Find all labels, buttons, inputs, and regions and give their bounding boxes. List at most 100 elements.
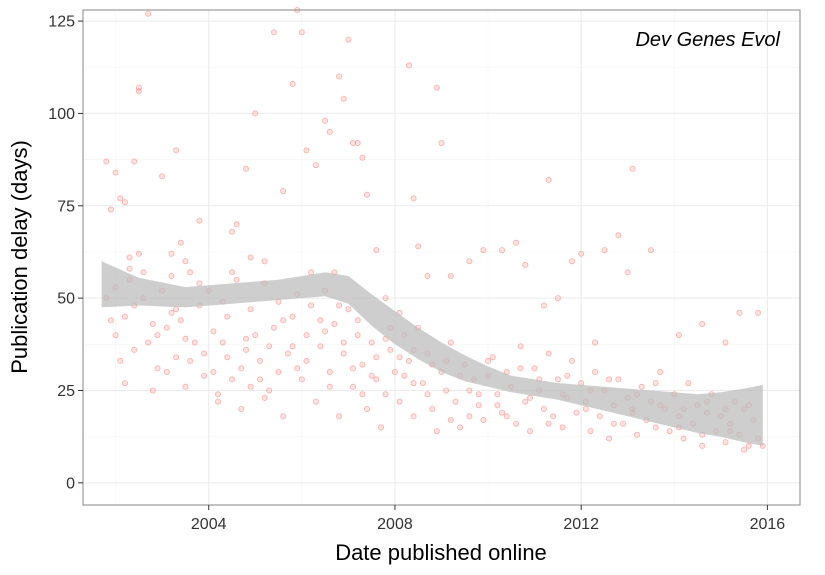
data-point xyxy=(559,424,566,431)
data-point xyxy=(475,391,482,398)
data-point xyxy=(522,398,529,405)
data-point xyxy=(489,354,496,361)
data-point xyxy=(242,335,249,342)
data-point xyxy=(349,383,356,390)
data-point xyxy=(149,320,156,327)
data-point xyxy=(354,139,361,146)
data-point xyxy=(550,413,557,420)
data-point xyxy=(396,398,403,405)
data-point xyxy=(578,250,585,257)
data-point xyxy=(182,383,189,390)
data-point xyxy=(368,339,375,346)
data-point xyxy=(135,84,142,91)
data-point xyxy=(480,247,487,254)
smooth-band xyxy=(101,261,763,446)
y-tick-label: 0 xyxy=(66,475,75,492)
data-point xyxy=(610,420,617,427)
data-point xyxy=(373,354,380,361)
data-point xyxy=(447,339,454,346)
data-point xyxy=(657,368,664,375)
data-point xyxy=(587,428,594,435)
data-point xyxy=(228,269,235,276)
data-point xyxy=(214,391,221,398)
data-point xyxy=(224,354,231,361)
data-point xyxy=(340,95,347,102)
data-point xyxy=(214,398,221,405)
data-point xyxy=(545,350,552,357)
data-point xyxy=(675,332,682,339)
data-point xyxy=(349,365,356,372)
data-point xyxy=(107,206,114,213)
data-point xyxy=(405,62,412,69)
data-point xyxy=(615,376,622,383)
data-point xyxy=(466,387,473,394)
data-point xyxy=(252,110,259,117)
data-point xyxy=(391,368,398,375)
data-point xyxy=(131,158,138,165)
data-point xyxy=(177,239,184,246)
data-point xyxy=(238,365,245,372)
data-point xyxy=(513,239,520,246)
data-point xyxy=(126,254,133,261)
data-point xyxy=(592,368,599,375)
data-point xyxy=(485,357,492,364)
data-point xyxy=(252,332,259,339)
data-point xyxy=(107,317,114,324)
data-point xyxy=(163,324,170,331)
data-point xyxy=(410,195,417,202)
data-point xyxy=(531,365,538,372)
data-point xyxy=(135,250,142,257)
data-point xyxy=(121,313,128,320)
data-point xyxy=(196,217,203,224)
data-point xyxy=(545,176,552,183)
data-point xyxy=(545,420,552,427)
data-point xyxy=(140,269,147,276)
data-point xyxy=(554,295,561,302)
data-point xyxy=(317,317,324,324)
data-point xyxy=(517,343,524,350)
data-point xyxy=(564,372,571,379)
data-point xyxy=(126,265,133,272)
data-point xyxy=(312,162,319,169)
data-point xyxy=(503,413,510,420)
data-point xyxy=(615,232,622,239)
data-point xyxy=(443,387,450,394)
data-point xyxy=(601,247,608,254)
y-axis-title: Publication delay (days) xyxy=(7,140,32,374)
data-point xyxy=(745,442,752,449)
data-point xyxy=(410,380,417,387)
data-point xyxy=(168,272,175,279)
data-point xyxy=(573,409,580,416)
data-point xyxy=(177,317,184,324)
data-point xyxy=(466,258,473,265)
data-point xyxy=(401,372,408,379)
data-point xyxy=(592,339,599,346)
data-point xyxy=(173,147,180,154)
data-point xyxy=(182,335,189,342)
panel-border xyxy=(82,9,801,506)
data-point xyxy=(340,339,347,346)
data-point xyxy=(638,383,645,390)
data-point xyxy=(242,165,249,172)
data-point xyxy=(256,357,263,364)
x-tick-label: 2004 xyxy=(191,516,227,533)
data-point xyxy=(680,435,687,442)
data-point xyxy=(452,398,459,405)
data-point xyxy=(410,413,417,420)
data-point xyxy=(280,413,287,420)
data-point xyxy=(336,73,343,80)
data-point xyxy=(308,269,315,276)
data-point xyxy=(182,258,189,265)
data-point xyxy=(582,405,589,412)
data-point xyxy=(447,272,454,279)
data-point xyxy=(396,354,403,361)
data-point xyxy=(755,309,762,316)
data-point xyxy=(261,394,268,401)
data-point xyxy=(103,158,110,165)
data-point xyxy=(163,368,170,375)
data-point xyxy=(112,332,119,339)
data-point xyxy=(620,420,627,427)
data-point xyxy=(373,376,380,383)
data-point xyxy=(494,402,501,409)
